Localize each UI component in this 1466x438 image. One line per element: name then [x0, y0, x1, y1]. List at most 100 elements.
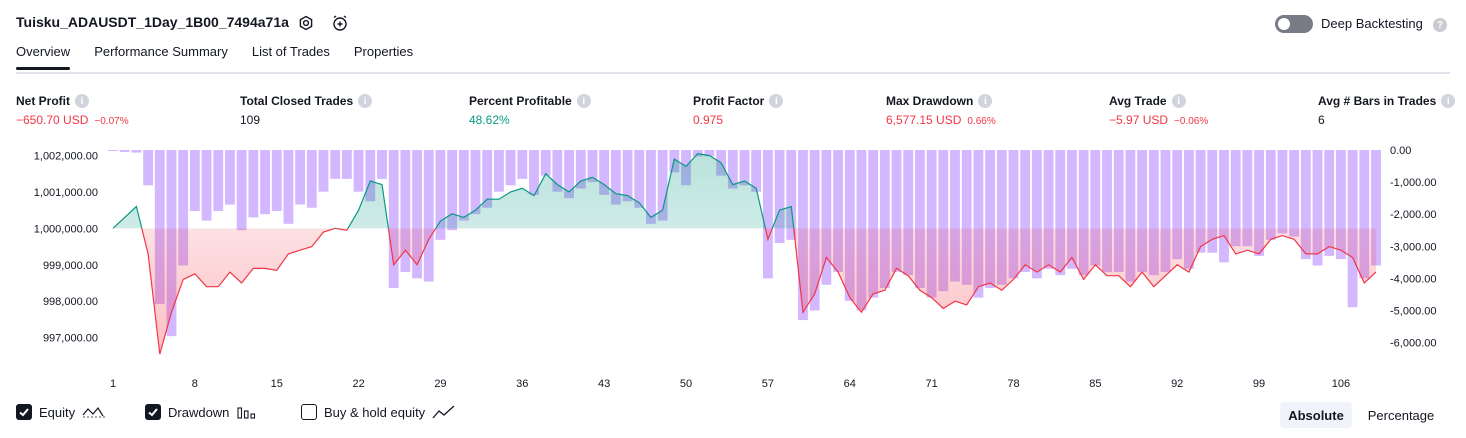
- drawdown-bar: [225, 150, 235, 205]
- drawdown-bar: [727, 150, 738, 189]
- info-icon[interactable]: i: [769, 94, 784, 108]
- drawdown-bar: [143, 150, 153, 186]
- drawdown-bar: [1371, 150, 1381, 266]
- absolute-button[interactable]: Absolute: [1280, 402, 1352, 428]
- drawdown-bar: [400, 150, 411, 272]
- drawdown-bar: [821, 150, 832, 285]
- deep-backtesting-toggle[interactable]: [1275, 15, 1313, 33]
- drawdown-bar: [891, 150, 902, 272]
- tab-properties[interactable]: Properties: [353, 44, 414, 59]
- checkbox-buy-hold-equity[interactable]: [301, 404, 317, 420]
- info-icon[interactable]: i: [978, 94, 993, 108]
- drawdown-bar: [1277, 150, 1288, 234]
- drawdown-bar: [1067, 150, 1077, 269]
- drawdown-bar: [458, 150, 469, 221]
- stat-label: Avg # Bars in Trades: [1318, 94, 1437, 108]
- drawdown-bar: [1137, 150, 1148, 272]
- drawdown-bar: [646, 150, 656, 224]
- help-icon[interactable]: ?: [1433, 18, 1447, 32]
- left-axis-tick: 997,000.00: [43, 333, 98, 345]
- drawdown-bar: [494, 150, 504, 192]
- info-icon[interactable]: i: [358, 94, 373, 108]
- alarm-clock-plus-icon[interactable]: [330, 13, 350, 33]
- info-icon[interactable]: i: [1171, 94, 1186, 108]
- stat-avg-bars-in-trades: Avg # Bars in Trades i 6: [1318, 94, 1456, 127]
- drawdown-bar: [950, 150, 960, 282]
- equity-drawdown-chart[interactable]: 1,002,000.00 1,001,000.00 1,000,000.00 999,…: [0, 140, 1466, 395]
- tab-performance-summary[interactable]: Performance Summary: [94, 44, 228, 59]
- right-axis-tick: -6,000.00: [1390, 338, 1436, 350]
- drawdown-bar: [973, 150, 984, 298]
- equity-line: [112, 152, 1377, 355]
- tabs-divider: [16, 72, 1450, 74]
- drawdown-bar: [1359, 150, 1370, 279]
- right-axis-tick: -4,000.00: [1390, 273, 1436, 285]
- gear-icon[interactable]: [296, 13, 316, 33]
- drawdown-bar: [388, 150, 399, 288]
- equity-line-down: [113, 228, 1377, 355]
- x-axis-tick: 71: [925, 378, 937, 390]
- drawdown-bar: [1219, 150, 1229, 263]
- equity-area-down: [113, 228, 1376, 355]
- stat-label: Avg Trade: [1109, 94, 1167, 108]
- drawdown-bar: [236, 150, 247, 231]
- bar-chart-icon: [237, 407, 256, 419]
- right-axis: 0.00 -1,000.00 -2,000.00 -3,000.00 -4,000.00…: [1390, 145, 1436, 350]
- equity-line-icon: [82, 406, 106, 418]
- x-axis-tick: 92: [1171, 378, 1183, 390]
- drawdown-bar: [470, 150, 481, 215]
- drawdown-bar: [575, 150, 586, 189]
- stat-label: Max Drawdown: [886, 94, 974, 108]
- equity-line-up: [112, 152, 795, 229]
- drawdown-bar: [271, 150, 282, 211]
- info-icon[interactable]: i: [75, 94, 89, 108]
- drawdown-bar: [365, 150, 376, 202]
- drawdown-bar: [1300, 150, 1311, 260]
- drawdown-bar: [131, 150, 142, 153]
- info-icon[interactable]: i: [576, 94, 591, 108]
- tab-overview[interactable]: Overview: [16, 44, 71, 70]
- legend-buy-hold-equity[interactable]: Buy & hold equity: [301, 404, 456, 420]
- stat-label: Percent Profitable: [469, 94, 572, 108]
- drawdown-bar: [996, 150, 1007, 285]
- x-axis-tick: 106: [1332, 378, 1350, 390]
- x-axis-tick: 1: [110, 378, 116, 390]
- deep-backtesting-label: Deep Backtesting: [1321, 16, 1423, 31]
- right-axis-tick: -3,000.00: [1390, 241, 1436, 253]
- drawdown-bar: [751, 150, 762, 192]
- left-axis: 1,002,000.00 1,001,000.00 1,000,000.00 999,…: [34, 150, 98, 344]
- checkbox-equity[interactable]: [16, 404, 32, 420]
- drawdown-bar: [540, 150, 551, 176]
- drawdown-bar: [1020, 150, 1031, 272]
- drawdown-bar: [1289, 150, 1300, 237]
- stat-net-profit: Net Profit i −650.70 USD −0.07%: [16, 94, 129, 127]
- drawdown-bar: [318, 150, 329, 192]
- drawdown-bar: [423, 150, 434, 282]
- drawdown-bar: [189, 150, 200, 211]
- stat-value: −5.97 USD: [1109, 113, 1169, 127]
- percentage-button[interactable]: Percentage: [1367, 407, 1435, 423]
- drawdown-bar: [505, 150, 516, 186]
- drawdown-bar: [774, 150, 785, 244]
- legend-label: Equity: [39, 404, 76, 420]
- drawdown-bar: [482, 150, 493, 208]
- stat-percent: 0.66%: [967, 116, 996, 127]
- checkbox-drawdown[interactable]: [145, 404, 161, 420]
- drawdown-bar: [1183, 150, 1194, 269]
- drawdown-bar: [1055, 150, 1066, 276]
- drawdown-bar: [412, 150, 422, 279]
- x-axis: 1 8 15 22 29 36 43 50 57 64 71 78 85 92 99 106: [110, 378, 1350, 390]
- x-axis-tick: 78: [1007, 378, 1019, 390]
- x-axis-tick: 29: [434, 378, 446, 390]
- legend-equity[interactable]: Equity: [16, 404, 106, 420]
- drawdown-bar: [1078, 150, 1089, 276]
- x-axis-tick: 50: [680, 378, 692, 390]
- legend-drawdown[interactable]: Drawdown: [145, 404, 258, 420]
- drawdown-bar: [1265, 150, 1276, 240]
- tab-list-of-trades[interactable]: List of Trades: [251, 44, 330, 59]
- info-icon[interactable]: i: [1441, 94, 1456, 108]
- stat-total-closed-trades: Total Closed Trades i 109: [240, 94, 373, 127]
- drawdown-bar: [154, 150, 165, 305]
- drawdown-bar: [938, 150, 949, 292]
- stat-max-drawdown: Max Drawdown i 6,577.15 USD 0.66%: [886, 94, 996, 127]
